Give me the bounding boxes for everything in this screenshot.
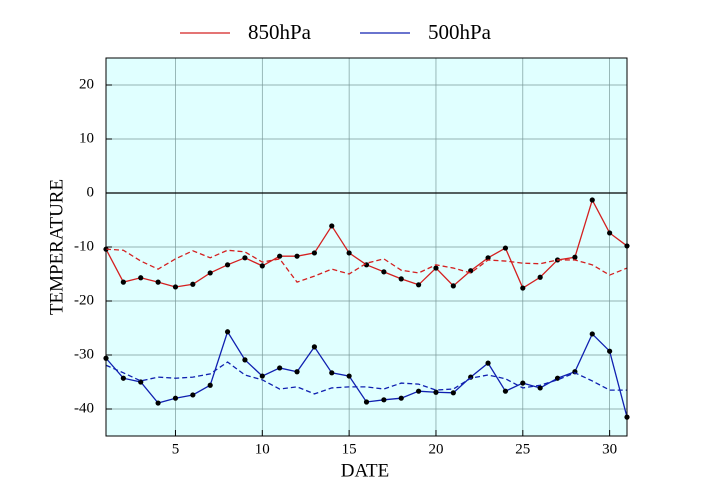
x-axis-title: DATE [341, 460, 390, 481]
point [537, 274, 543, 280]
y-tick-label: 0 [87, 184, 95, 200]
point [207, 382, 213, 388]
point [259, 263, 265, 269]
point [416, 388, 422, 394]
point [294, 369, 300, 375]
point [433, 389, 439, 395]
point [520, 380, 526, 386]
point [502, 245, 509, 251]
point [554, 375, 561, 381]
point [329, 370, 335, 376]
point [155, 400, 161, 406]
x-tick-label: 15 [342, 441, 357, 457]
point [607, 348, 613, 354]
point [502, 388, 509, 394]
point [242, 255, 248, 261]
point [589, 197, 595, 203]
point [311, 250, 317, 256]
point [311, 344, 317, 350]
point [381, 269, 387, 275]
point [433, 265, 439, 271]
point [398, 276, 404, 282]
legend-label: 850hPa [248, 20, 312, 44]
point [346, 373, 352, 379]
y-tick-label: -10 [74, 238, 94, 254]
point [172, 395, 179, 401]
point [190, 281, 196, 287]
point [138, 275, 144, 281]
point [172, 284, 179, 290]
point [190, 392, 196, 398]
x-tick-label: 25 [515, 441, 530, 457]
point [398, 395, 404, 401]
point [329, 223, 335, 229]
point [224, 329, 231, 335]
x-tick-label: 10 [255, 441, 270, 457]
x-tick-label: 30 [602, 441, 617, 457]
point [207, 270, 213, 276]
point [346, 250, 352, 256]
x-tick-label: 20 [428, 441, 443, 457]
point [363, 399, 370, 405]
y-tick-label: 10 [79, 130, 94, 146]
point [589, 331, 595, 337]
point [537, 385, 543, 391]
point [381, 397, 387, 403]
x-tick-label: 5 [172, 441, 180, 457]
point [294, 253, 300, 259]
y-tick-label: -30 [74, 346, 94, 362]
y-axis-title: TEMPERATURE [46, 179, 67, 315]
point [416, 282, 422, 288]
y-tick-label: 20 [79, 76, 94, 92]
point [120, 375, 126, 381]
y-tick-label: -40 [74, 400, 94, 416]
dashed-line [105, 248, 628, 283]
point [120, 279, 126, 285]
point [224, 262, 231, 268]
point [155, 279, 161, 285]
point [450, 390, 456, 396]
point [259, 373, 265, 379]
point [572, 254, 578, 260]
y-tick-label: -20 [74, 292, 94, 308]
legend-label: 500hPa [428, 20, 492, 44]
point [485, 360, 491, 366]
point [242, 357, 248, 363]
point [277, 253, 283, 259]
plot-frame [105, 57, 628, 437]
point [277, 365, 283, 371]
dashed-line [105, 361, 627, 395]
point [607, 230, 613, 236]
point [450, 283, 456, 289]
point [520, 285, 526, 291]
point [485, 255, 491, 261]
